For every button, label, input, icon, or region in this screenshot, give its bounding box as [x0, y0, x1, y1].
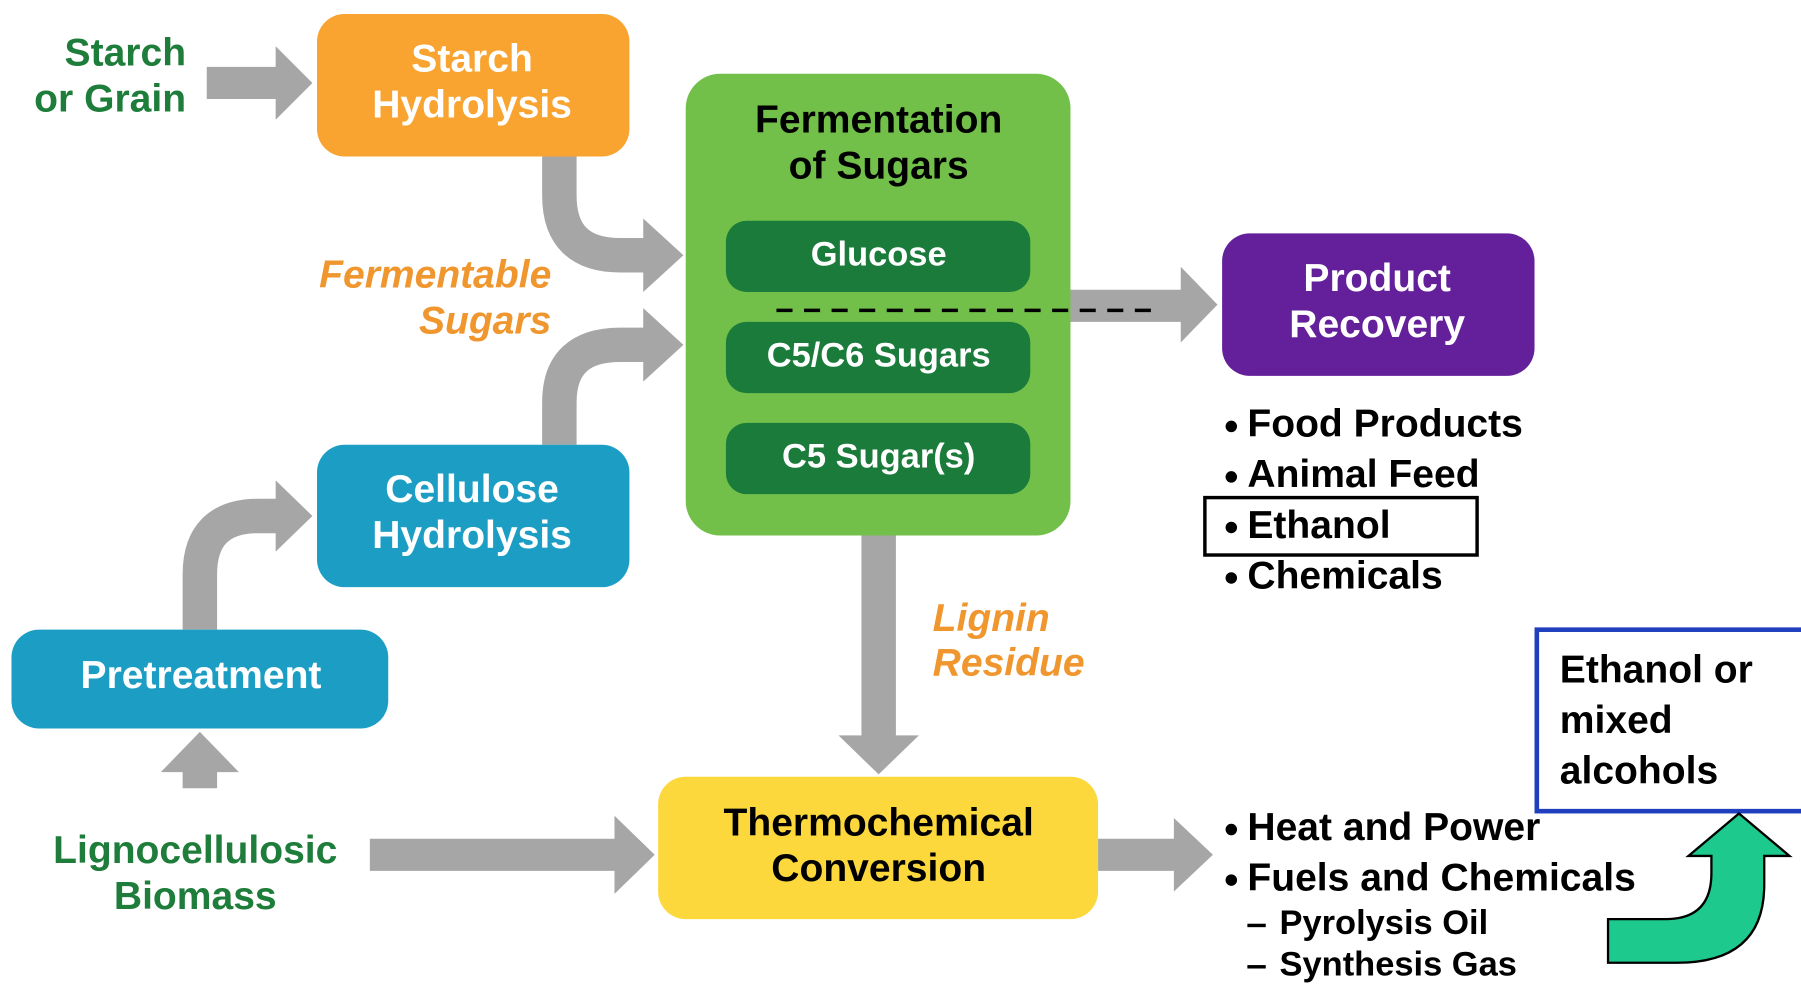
bullet: [1225, 572, 1238, 584]
bullet: [1225, 823, 1238, 836]
arrow: [838, 535, 919, 775]
bullet: [1225, 521, 1238, 534]
box: [1222, 233, 1535, 376]
input-label: Lignocellulosic: [53, 829, 337, 872]
node-label: of Sugars: [789, 144, 969, 187]
flow-label: Sugars: [419, 299, 551, 342]
bullet: [1225, 471, 1238, 483]
list-item: Food Products: [1247, 403, 1522, 446]
arrow: [182, 498, 278, 630]
box: [685, 73, 1071, 536]
input-label: Starch: [65, 32, 187, 75]
arrow: [542, 156, 646, 273]
bullets: [1225, 420, 1266, 969]
box: [317, 444, 630, 588]
box: [725, 220, 1031, 292]
bullet: [1225, 420, 1238, 433]
box: [658, 776, 1099, 920]
node-label: Product: [1303, 257, 1451, 300]
box: [725, 422, 1031, 495]
node-label: Pretreatment: [81, 654, 322, 697]
dash: [1247, 965, 1266, 969]
input-label: or Grain: [34, 78, 186, 121]
callout-box: [1534, 627, 1801, 814]
node-label: C5/C6 Sugars: [767, 337, 991, 375]
flow-label: Lignin: [933, 597, 1050, 640]
arrow: [643, 308, 684, 382]
list-item: Fuels and Chemicals: [1247, 856, 1635, 899]
bullet: [1225, 874, 1238, 886]
node-label: Starch: [411, 37, 533, 80]
node-label: Recovery: [1289, 303, 1465, 346]
callout-text: mixed: [1560, 699, 1673, 742]
dash: [1247, 923, 1266, 928]
node-label: Fermentation: [755, 98, 1002, 141]
flow-label: Residue: [933, 642, 1085, 685]
arrow: [542, 327, 646, 445]
list-item: Ethanol: [1247, 504, 1390, 547]
arrow: [206, 46, 313, 120]
node-label: Glucose: [811, 235, 947, 273]
node-label: Thermochemical: [724, 801, 1034, 844]
callout-arrow: [1606, 811, 1793, 964]
box: [317, 14, 630, 157]
node-label: Cellulose: [385, 468, 559, 511]
node-label: Conversion: [771, 847, 986, 890]
arrow: [1098, 818, 1213, 892]
arrow: [160, 731, 239, 789]
list-item: Chemicals: [1247, 554, 1442, 597]
sub-item: Pyrolysis Oil: [1280, 904, 1489, 942]
box: [725, 321, 1031, 394]
arrow: [275, 480, 313, 552]
flow-label: Fermentable: [319, 253, 551, 296]
box: [11, 629, 389, 729]
highlight-box: [1203, 495, 1479, 557]
node-label: Hydrolysis: [372, 514, 572, 557]
callout-text: Ethanol or: [1560, 648, 1753, 691]
input-label: Biomass: [114, 875, 277, 918]
arrow: [643, 218, 684, 292]
list-item: Animal Feed: [1247, 453, 1479, 496]
arrow: [369, 815, 655, 894]
node-label: C5 Sugar(s): [782, 438, 975, 476]
callout-text: alcohols: [1560, 750, 1718, 793]
arrow: [1070, 266, 1218, 343]
node-label: Hydrolysis: [372, 83, 572, 126]
sub-item: Synthesis Gas: [1280, 945, 1517, 983]
list-item: Heat and Power: [1247, 806, 1540, 849]
